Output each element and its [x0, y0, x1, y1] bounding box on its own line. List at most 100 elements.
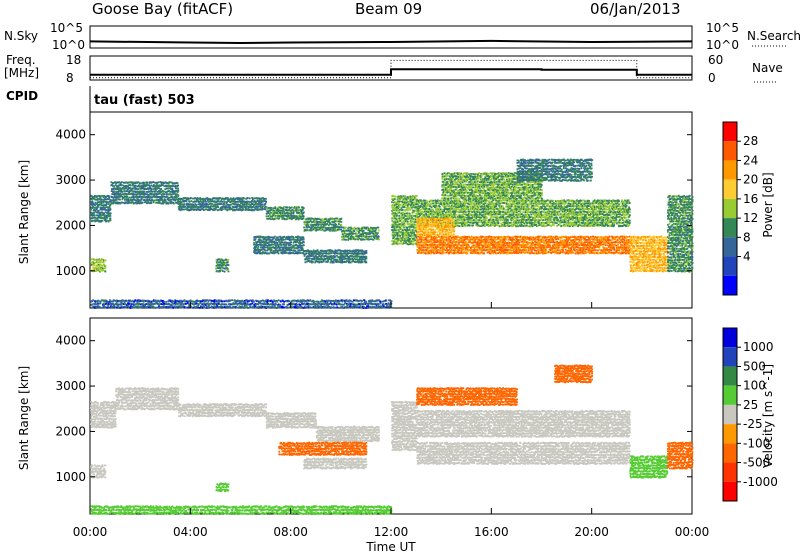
heat-cell: [348, 226, 351, 229]
heat-cell: [383, 303, 385, 306]
heat-cell: [138, 199, 141, 202]
heat-cell: [113, 190, 116, 193]
heat-cell: [175, 195, 178, 198]
heat-cell: [106, 302, 109, 305]
heat-cell: [400, 225, 403, 228]
heat-cell: [332, 261, 335, 264]
heat-cell: [356, 229, 358, 231]
heat-cell: [90, 195, 93, 197]
heat-cell: [363, 253, 366, 255]
heat-cell: [149, 199, 151, 202]
heat-cell: [338, 226, 340, 229]
heat-cell: [285, 241, 287, 244]
station-title: Goose Bay (fitACF): [92, 0, 233, 18]
heat-cell: [403, 206, 406, 208]
heat-cell: [113, 299, 116, 302]
heat-cell: [97, 201, 99, 204]
heat-cell: [104, 207, 106, 210]
heat-cell: [324, 306, 327, 309]
heat-cell: [349, 250, 352, 252]
heat-cell: [282, 238, 285, 241]
heat-cell: [226, 269, 229, 272]
heat-cell: [288, 246, 291, 249]
heat-cell: [328, 220, 331, 223]
heat-cell: [377, 237, 380, 240]
heat-cell: [126, 190, 128, 192]
heat-cell: [349, 226, 352, 229]
heat-cell: [209, 206, 212, 209]
heat-cell: [180, 201, 183, 203]
heat-cell: [107, 206, 110, 209]
heat-cell: [199, 200, 202, 203]
beam-title: Beam 09: [355, 0, 422, 18]
heat-cell: [162, 195, 165, 198]
heat-cell: [107, 203, 110, 205]
heat-cell: [367, 229, 370, 232]
heat-cell: [351, 260, 353, 263]
heat-cell: [310, 226, 313, 229]
heat-cell: [99, 203, 101, 206]
heat-cell: [267, 246, 269, 249]
heat-cell: [286, 206, 289, 209]
heat-cell: [163, 199, 165, 202]
heat-cell: [283, 206, 286, 209]
heat-cell: [93, 264, 95, 267]
heat-cell: [106, 300, 109, 303]
heat-cell: [176, 190, 178, 192]
heat-cell: [201, 205, 204, 208]
heat-cell: [304, 261, 307, 264]
heat-cell: [220, 207, 222, 210]
heat-cell: [192, 206, 195, 209]
heat-cell: [134, 196, 137, 198]
heat-cell: [255, 245, 258, 248]
heat-cell: [100, 203, 103, 206]
heat-cell: [241, 202, 244, 205]
heat-cell: [361, 255, 363, 258]
heat-cell: [350, 230, 353, 233]
heat-cell: [215, 208, 217, 211]
heat-cell: [95, 198, 98, 201]
heat-cell: [155, 201, 157, 204]
heat-cell: [119, 198, 121, 201]
heat-cell: [311, 229, 313, 232]
heat-cell: [121, 195, 124, 198]
heat-cell: [166, 195, 168, 198]
heat-cell: [221, 266, 223, 269]
heat-cell: [258, 251, 260, 254]
heat-cell: [262, 205, 264, 208]
heat-cell: [313, 256, 316, 258]
heat-cell: [102, 303, 104, 306]
heat-cell: [176, 198, 179, 201]
heat-cell: [396, 217, 399, 220]
heat-cell: [252, 205, 255, 208]
heat-cell: [303, 221, 306, 223]
heat-cell: [302, 252, 304, 255]
heat-cell: [411, 235, 414, 237]
heat-cell: [320, 223, 323, 226]
heat-cell: [204, 199, 207, 202]
heat-cell: [361, 300, 363, 302]
heat-cell: [98, 300, 101, 303]
heat-cell: [141, 191, 143, 194]
heat-cell: [310, 260, 312, 262]
heat-cell: [125, 195, 127, 198]
heat-cell: [284, 218, 286, 221]
heat-cell: [328, 218, 331, 221]
heat-cell: [250, 208, 253, 211]
heat-cell: [251, 208, 254, 211]
heat-cell: [322, 258, 325, 261]
heat-cell: [159, 199, 161, 202]
heat-cell: [261, 206, 263, 209]
heat-cell: [156, 191, 159, 193]
heat-cell: [264, 240, 266, 243]
heat-cell: [321, 226, 324, 229]
heat-cell: [147, 191, 149, 193]
heat-cell: [225, 205, 228, 207]
heat-cell: [396, 214, 398, 217]
heat-cell: [360, 235, 363, 238]
heat-cell: [354, 238, 357, 241]
heat-cell: [173, 182, 176, 185]
heat-cell: [179, 205, 181, 207]
heat-cell: [261, 252, 264, 255]
heat-cell: [257, 248, 259, 251]
